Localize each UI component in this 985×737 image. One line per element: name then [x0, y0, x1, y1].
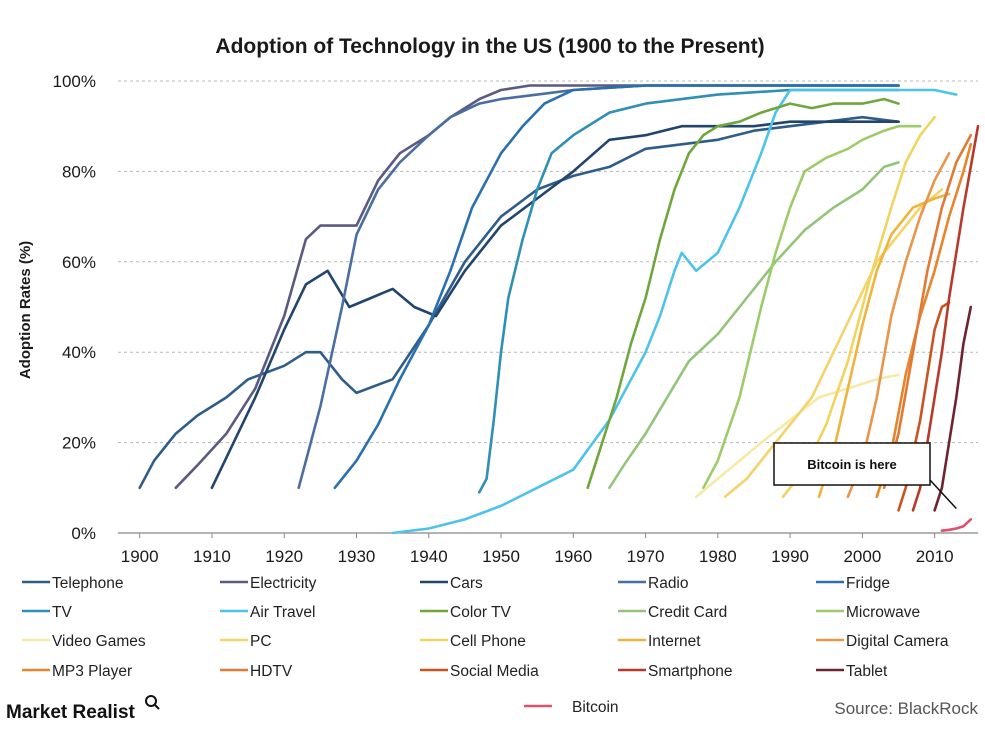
legend-label: TV [52, 604, 72, 621]
legend-label: Telephone [52, 575, 124, 592]
legend: Telephone Electricity Cars Radio Fridge TV Air… [22, 575, 949, 716]
legend-label: Radio [648, 575, 689, 592]
legend-label: Color TV [450, 604, 512, 621]
annotation-arrow [929, 479, 957, 509]
legend-label: Social Media [450, 663, 539, 680]
series-line-mp3-player [875, 143, 973, 499]
series-line-cars [210, 120, 900, 490]
annotation-box [773, 442, 931, 486]
series-line-pc [723, 188, 944, 499]
legend-label: Internet [648, 633, 701, 650]
x-tick-label: 1940 [410, 547, 448, 566]
legend-label: Fridge [846, 575, 890, 592]
series-line-social-media [897, 301, 951, 512]
x-tick-label: 1930 [338, 547, 376, 566]
x-tick-label: 2010 [916, 547, 954, 566]
series-line-electricity [174, 84, 900, 490]
legend-label: Cell Phone [450, 633, 526, 650]
x-tick-label: 1960 [554, 547, 592, 566]
series-line-video-games [694, 373, 900, 499]
legend-label: Smartphone [648, 663, 732, 680]
brand-logo-text: Market Realist [6, 702, 136, 723]
x-tick-labels: 1900 1910 1920 1930 1940 1950 1960 1970 1980 1990… [121, 533, 954, 566]
series-line-color-tv [586, 97, 900, 490]
x-tick-label: 1980 [699, 547, 737, 566]
x-tick-label: 1920 [265, 547, 303, 566]
series-line-tv [478, 88, 900, 494]
legend-label: Digital Camera [846, 633, 949, 650]
series-line-telephone [138, 115, 900, 490]
series-line-radio [297, 84, 900, 490]
bitcoin-annotation: Bitcoin is here [773, 442, 957, 509]
legend-label: Credit Card [648, 604, 727, 621]
x-tick-label: 1900 [121, 547, 159, 566]
series-line-cell-phone [781, 115, 936, 499]
y-tick-label: 100% [53, 72, 96, 91]
legend-label: Cars [450, 575, 483, 592]
source-credit: Source: BlackRock [834, 699, 978, 718]
x-tick-label: 1970 [627, 547, 665, 566]
x-tick-label: 1990 [771, 547, 809, 566]
series-line-bitcoin [940, 518, 973, 532]
legend-label: HDTV [250, 663, 293, 680]
series-line-microwave [702, 124, 922, 490]
legend-label: Bitcoin [572, 699, 619, 716]
brand-magnifier-handle [154, 704, 160, 710]
legend-label: Tablet [846, 663, 888, 680]
series-line-credit-card [608, 161, 900, 490]
legend-label: Microwave [846, 604, 920, 621]
legend-label: MP3 Player [52, 663, 132, 680]
legend-label: Video Games [52, 633, 146, 650]
chart-title: Adoption of Technology in the US (1900 t… [215, 35, 764, 58]
y-tick-labels: 0% 20% 40% 60% 80% 100% [53, 72, 96, 543]
y-tick-label: 40% [62, 343, 96, 362]
annotation-text: Bitcoin is here [807, 457, 897, 472]
legend-label: Air Travel [250, 604, 315, 621]
y-axis-label: Adoption Rates (%) [17, 241, 34, 379]
y-tick-label: 60% [62, 253, 96, 272]
brand-magnifier-icon [145, 695, 157, 707]
y-tick-label: 20% [62, 434, 96, 453]
y-tick-label: 80% [62, 162, 96, 181]
x-tick-label: 2000 [843, 547, 881, 566]
legend-label: Electricity [250, 575, 317, 592]
legend-label: PC [250, 633, 272, 650]
series-line-tablet [933, 305, 973, 512]
y-tick-label: 0% [71, 524, 96, 543]
x-tick-label: 1910 [193, 547, 231, 566]
x-tick-label: 1950 [482, 547, 520, 566]
series-line-fridge [333, 84, 900, 490]
series-line-hdtv [882, 133, 973, 490]
series-line-air-travel [391, 88, 958, 535]
